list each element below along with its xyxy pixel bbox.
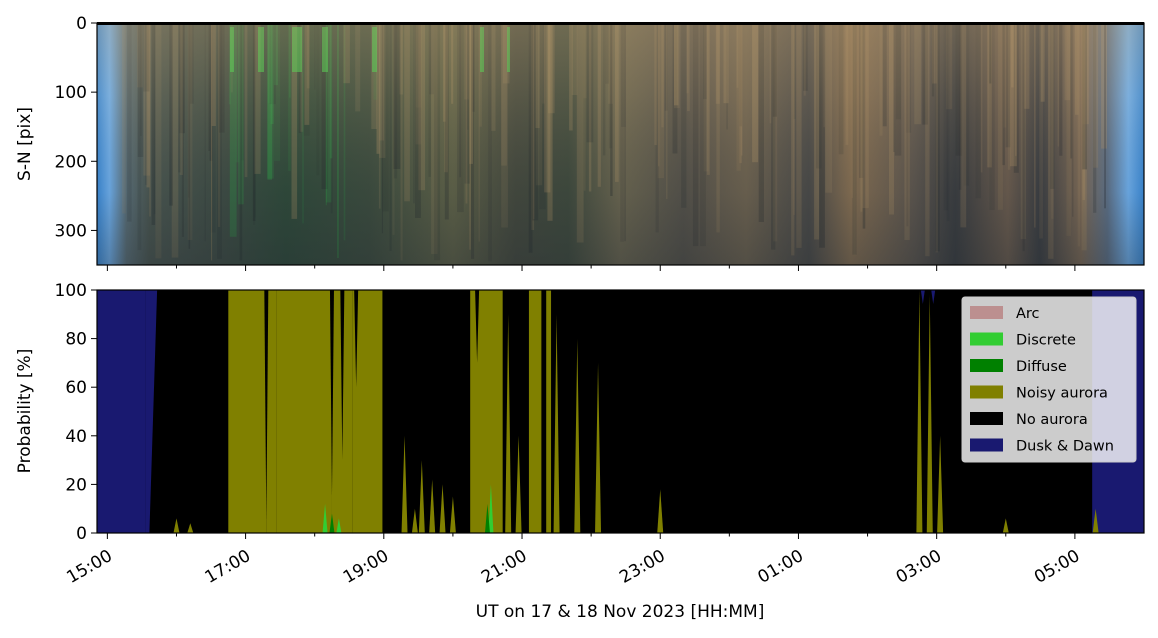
- probability-panel: 0 20 40 60 80 100 15:00 17:00 19:00 21:00 23:00 01…: [15, 281, 1145, 622]
- legend-swatch: [970, 306, 1003, 319]
- area-discrete: [488, 484, 494, 533]
- probability-y-tick-label: 100: [55, 281, 87, 301]
- probability-y-ticks: 0 20 40 60 80 100: [55, 281, 97, 544]
- keogram-y-ticks: 0 100 200 300: [55, 14, 97, 241]
- keogram-y-axis-label: S-N [pix]: [15, 107, 35, 181]
- area-noisy-blip: [418, 460, 425, 533]
- probability-y-tick-label: 60: [65, 378, 87, 398]
- probability-y-tick-label: 20: [65, 475, 87, 495]
- probability-frame: [96, 289, 1145, 534]
- legend-swatch: [970, 412, 1003, 425]
- area-noisy-blip: [595, 362, 602, 533]
- area-no-aurora-spike: [475, 290, 480, 363]
- area-no-aurora-spike: [340, 290, 345, 461]
- area-noisy-blip: [256, 525, 263, 533]
- area-noisy-blip: [411, 508, 418, 533]
- area-noisy-blip: [439, 484, 446, 533]
- area-dusk-transition: [145, 290, 158, 533]
- keogram-y-tick-label: 300: [55, 221, 87, 241]
- probability-x-axis-label: UT on 17 & 18 Nov 2023 [HH:MM]: [476, 602, 765, 622]
- probability-x-tick-label: 17:00: [202, 546, 254, 588]
- area-noisy-blip: [515, 435, 522, 533]
- legend-label: Noisy aurora: [1016, 386, 1108, 402]
- area-noisy-blip: [553, 314, 560, 533]
- probability-x-tick-label: 19:00: [340, 546, 392, 588]
- probability-x-tick-label: 15:00: [63, 546, 115, 588]
- area-noisy-blip: [574, 338, 581, 533]
- probability-x-ticks: 15:00 17:00 19:00 21:00 23:00 01:00 03:00 05:00: [63, 533, 1083, 588]
- area-no-aurora-spike: [354, 290, 359, 388]
- area-noisy-aurora: [352, 290, 383, 533]
- area-diffuse: [329, 513, 335, 533]
- probability-y-axis-label: Probability [%]: [15, 349, 35, 474]
- area-discrete: [322, 503, 328, 533]
- area-dusk-wisp: [920, 290, 925, 304]
- probability-x-tick-label: 03:00: [893, 546, 945, 588]
- area-noisy-blip: [916, 290, 923, 533]
- legend-label: Discrete: [1016, 333, 1076, 349]
- area-noisy-aurora: [546, 290, 552, 533]
- area-noisy-blip: [401, 435, 408, 533]
- area-no-aurora-spike: [329, 290, 334, 497]
- keogram-x-ticks: [106, 265, 1076, 271]
- area-noisy-aurora: [228, 290, 267, 533]
- area-dusk-dawn: [97, 290, 146, 533]
- area-noisy-aurora: [266, 290, 277, 533]
- legend-label: No aurora: [1016, 412, 1088, 428]
- area-noisy-blip: [429, 479, 436, 533]
- area-discrete: [336, 518, 342, 533]
- legend-label: Diffuse: [1016, 359, 1067, 375]
- area-noisy-blip: [937, 435, 944, 533]
- area-diffuse: [484, 503, 490, 533]
- area-noisy-blip: [1092, 508, 1099, 533]
- area-no-aurora-spike: [264, 290, 269, 521]
- keogram-y-tick-label: 100: [55, 83, 87, 103]
- probability-y-tick-label: 80: [65, 330, 87, 350]
- keogram-y-tick-label: 200: [55, 152, 87, 172]
- probability-x-tick-label: 01:00: [755, 546, 807, 588]
- area-noisy-blip: [1002, 518, 1009, 533]
- area-noisy-blip: [187, 523, 194, 533]
- area-noisy-blip: [657, 489, 664, 533]
- legend: Arc Discrete Diffuse Noisy aurora No aurora D…: [961, 296, 1137, 463]
- legend-box: [961, 296, 1137, 463]
- legend-swatch: [970, 332, 1003, 346]
- area-noisy-blip: [505, 314, 512, 533]
- probability-x-tick-label: 05:00: [1031, 546, 1083, 588]
- legend-swatch: [970, 385, 1003, 399]
- area-noisy-aurora: [276, 290, 332, 533]
- area-noisy-blip: [173, 518, 180, 533]
- legend-label: Arc: [1016, 306, 1040, 322]
- keogram-panel: 0 100 200 300 S-N [pix]: [15, 14, 1145, 271]
- area-noisy-aurora: [528, 290, 542, 533]
- probability-y-tick-label: 40: [65, 427, 87, 447]
- keogram-shading: [97, 23, 1144, 265]
- probability-x-tick-label: 21:00: [478, 546, 530, 588]
- legend-swatch: [970, 438, 1003, 452]
- legend-swatch: [970, 359, 1003, 372]
- area-noisy-blip: [449, 496, 456, 533]
- keogram-y-tick-label: 0: [76, 14, 87, 34]
- legend-label: Dusk & Dawn: [1016, 439, 1114, 455]
- probability-x-tick-label: 23:00: [616, 546, 668, 588]
- area-noisy-aurora: [470, 290, 503, 533]
- probability-y-tick-label: 0: [76, 524, 87, 544]
- area-noisy-blip: [926, 294, 933, 533]
- area-dusk-wisp: [931, 290, 936, 304]
